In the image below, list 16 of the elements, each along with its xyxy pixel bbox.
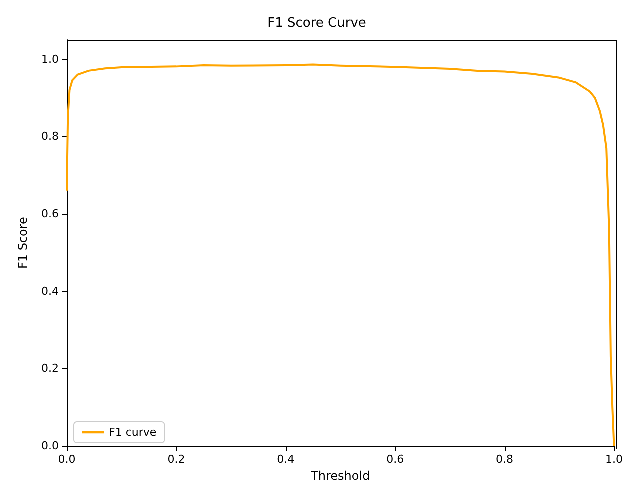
- x-tick-label: 0.2: [168, 453, 186, 466]
- legend-label: F1 curve: [109, 426, 157, 439]
- x-tick-label: 0.8: [496, 453, 514, 466]
- x-tick-label: 0.0: [58, 453, 76, 466]
- y-tick-label: 0.2: [42, 362, 59, 376]
- y-tick-label: 0.6: [42, 208, 59, 221]
- x-axis-title: Threshold: [310, 469, 370, 483]
- y-tick-label: 0.4: [42, 284, 59, 298]
- chart-title: F1 Score Curve: [268, 16, 366, 31]
- x-tick-label: 0.4: [277, 453, 295, 466]
- y-tick-label: 1.0: [42, 52, 59, 66]
- y-tick-label: 0.0: [42, 440, 59, 453]
- x-tick-label: 1.0: [606, 453, 624, 466]
- y-axis-title: F1 Score: [16, 217, 30, 270]
- x-tick-label: 0.6: [386, 453, 404, 466]
- y-tick-label: 0.8: [42, 130, 59, 144]
